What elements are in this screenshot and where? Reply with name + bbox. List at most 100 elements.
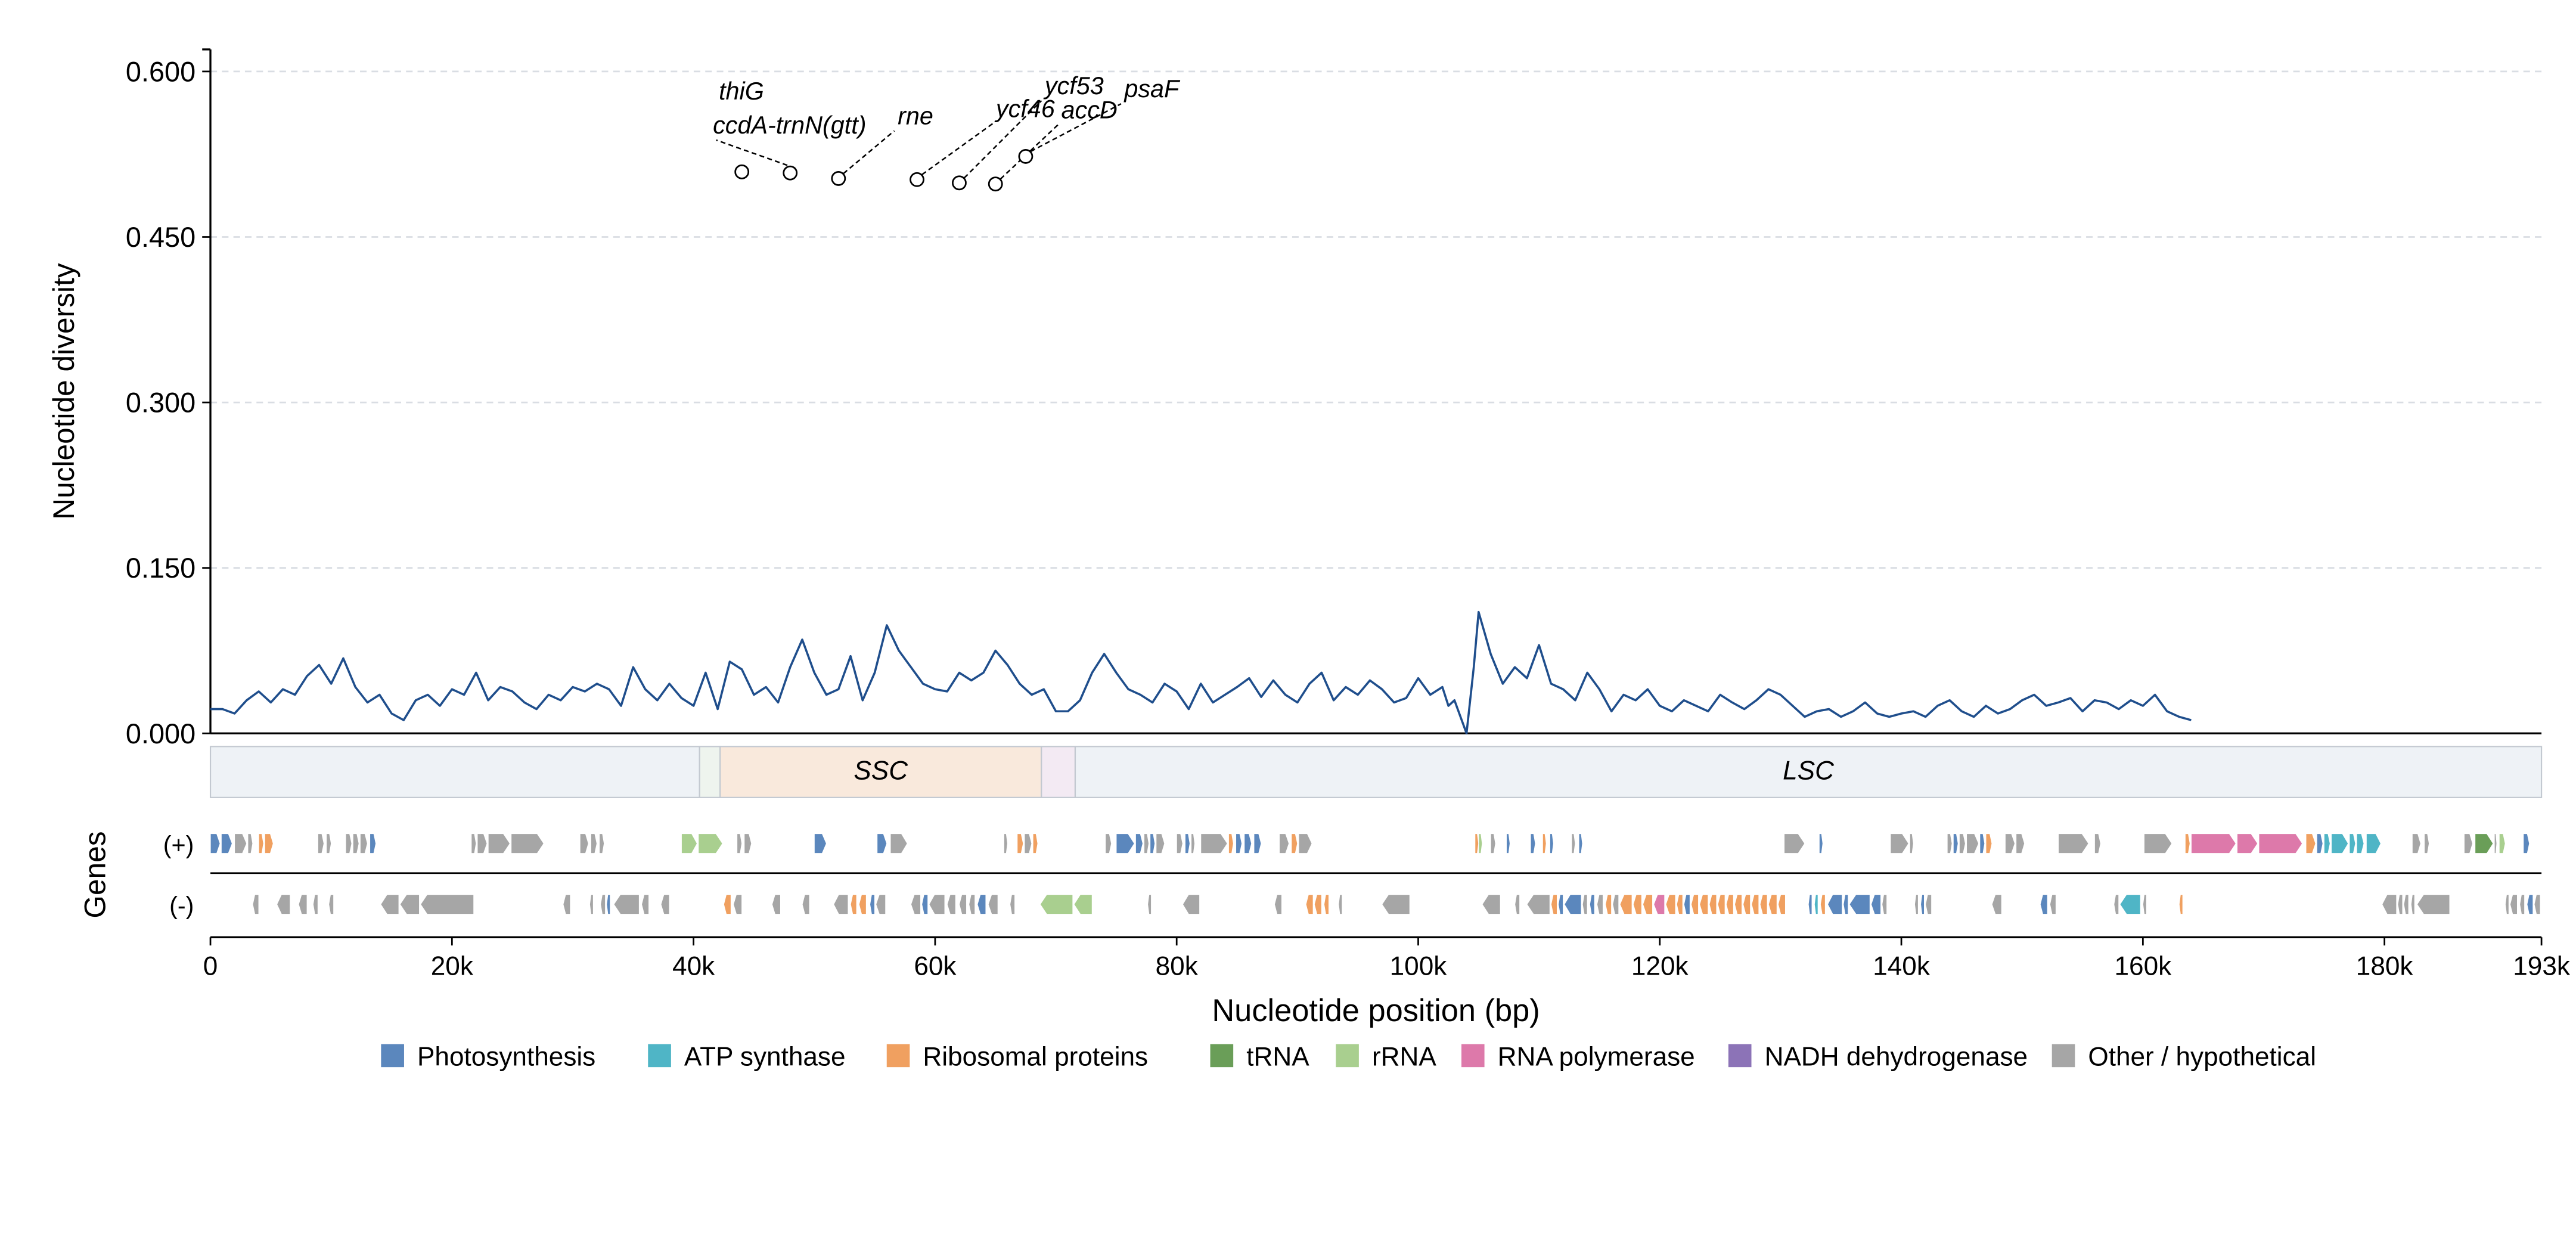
- region-label: SSC: [854, 756, 908, 786]
- legend-swatch: [1728, 1044, 1752, 1068]
- region-block: [1074, 746, 2543, 798]
- gene-arrow: [1820, 894, 1826, 915]
- region-label: LSC: [1783, 756, 1835, 786]
- legend-swatch: [2052, 1044, 2075, 1068]
- x-axis-label: Nucleotide position (bp): [1212, 994, 1540, 1028]
- gene-arrow: [380, 894, 399, 915]
- gene-arrow: [276, 894, 291, 915]
- gene-arrow: [1557, 894, 1564, 915]
- gene-arrow: [1571, 833, 1576, 854]
- annotation-leader: [963, 100, 1042, 179]
- gene-arrow: [1184, 833, 1191, 854]
- gene-arrow: [1578, 833, 1583, 854]
- gene-arrow: [477, 833, 488, 854]
- gene-arrow: [1323, 894, 1330, 915]
- legend-item-label: Ribosomal proteins: [923, 1042, 1148, 1071]
- gene-arrow: [1190, 833, 1196, 854]
- plus-strand-label: (+): [163, 832, 194, 859]
- y-gridlines: [210, 70, 2542, 569]
- gene-arrow: [1665, 894, 1676, 915]
- gene-arrow: [876, 894, 886, 915]
- y-tick-label: 0.600: [126, 56, 195, 87]
- annotation-label: ccdA-trnN(gtt): [713, 111, 866, 139]
- gene-arrow: [298, 894, 308, 915]
- gene-arrow: [600, 894, 606, 915]
- annotation-marker: [952, 175, 967, 191]
- annotation-leader: [1030, 103, 1122, 153]
- gene-arrow: [1827, 894, 1843, 915]
- gene-arrow: [1596, 894, 1604, 915]
- y-tick-label: 0.000: [126, 718, 195, 749]
- legend-swatch: [648, 1044, 671, 1068]
- gene-arrow: [1490, 833, 1496, 854]
- annotation-marker: [988, 176, 1003, 192]
- gene-arrow: [1105, 833, 1112, 854]
- x-tick-label: 20k: [431, 952, 474, 981]
- gene-arrow: [1549, 833, 1554, 854]
- gene-arrow: [2184, 833, 2190, 854]
- gene-arrow: [833, 894, 849, 915]
- annotation-marker: [910, 172, 924, 187]
- gene-arrow: [2416, 894, 2450, 915]
- gene-arrow: [1032, 833, 1038, 854]
- annotation-leader: [716, 139, 796, 169]
- gene-arrow: [563, 894, 571, 915]
- legend-item-label: rRNA: [1372, 1042, 1436, 1071]
- gene-arrow: [579, 833, 589, 854]
- gene-arrow: [2499, 833, 2506, 854]
- gene-arrow: [2410, 894, 2415, 915]
- gene-arrow: [264, 833, 274, 854]
- gene-arrow: [1759, 894, 1768, 915]
- gene-arrow: [1009, 894, 1016, 915]
- gene-arrow: [698, 833, 723, 854]
- gene-arrow: [2236, 833, 2258, 854]
- gene-arrow: [2330, 833, 2349, 854]
- gene-arrow: [1550, 894, 1558, 915]
- gene-arrow: [1182, 894, 1200, 915]
- gene-arrow: [1478, 833, 1483, 854]
- gene-arrow: [641, 894, 650, 915]
- region-block: [699, 746, 721, 798]
- gene-arrow: [2040, 894, 2048, 915]
- gene-arrow: [1709, 894, 1717, 915]
- gene-arrow: [1003, 833, 1008, 854]
- legend-swatch: [1336, 1044, 1359, 1068]
- gene-arrow: [2519, 894, 2525, 915]
- gene-arrow: [1147, 894, 1152, 915]
- gene-arrow: [2119, 894, 2141, 915]
- gene-arrow: [1751, 894, 1759, 915]
- legend-item-label: NADH dehydrogenase: [1765, 1042, 2028, 1071]
- gene-arrow: [733, 894, 743, 915]
- gene-arrow: [1882, 894, 1888, 915]
- gene-arrow: [1653, 894, 1665, 915]
- gene-arrow: [814, 833, 827, 854]
- y-tick-label: 0.150: [126, 553, 195, 584]
- gene-arrow: [420, 894, 474, 915]
- gene-arrow: [1783, 833, 1805, 854]
- gene-arrow: [977, 894, 986, 915]
- legend-item-label: Photosynthesis: [417, 1042, 595, 1071]
- gene-arrow: [1305, 894, 1314, 915]
- annotation-label: thiG: [719, 77, 764, 105]
- gene-arrow: [1959, 833, 1966, 854]
- gene-arrow: [2016, 833, 2025, 854]
- gene-arrow: [1150, 833, 1156, 854]
- annotation-marker: [1018, 148, 1033, 164]
- gene-arrow: [1526, 894, 1550, 915]
- gene-arrow: [2523, 833, 2530, 854]
- gene-arrow: [2316, 833, 2323, 854]
- tick-labels: 0.000 0.150 0.300 0.450 0.600 0 20k 40k 60k 80k 10…: [126, 56, 2571, 981]
- gene-arrow: [1589, 894, 1595, 915]
- gene-arrow: [2403, 894, 2409, 915]
- gene-arrow: [2349, 833, 2356, 854]
- gene-arrow: [2423, 833, 2430, 854]
- y-tick-label: 0.300: [126, 387, 195, 418]
- gene-arrow: [2509, 894, 2518, 915]
- gene-arrow: [590, 833, 598, 854]
- legend: Photosynthesis ATP synthase Ribosomal prot…: [381, 1042, 2316, 1071]
- gene-arrow: [1699, 894, 1709, 915]
- gene-arrow: [326, 833, 332, 854]
- gene-arrow: [2504, 894, 2509, 915]
- annotation-label: ycf53: [1043, 72, 1104, 100]
